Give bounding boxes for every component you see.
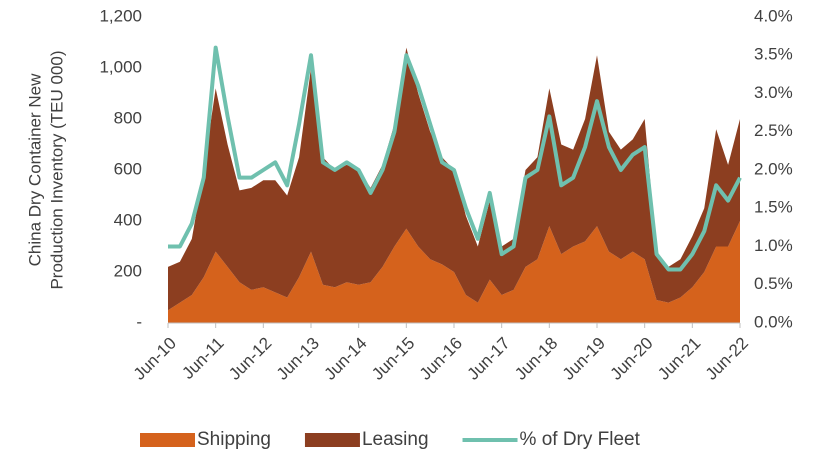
y-axis-title: China Dry Container New: [25, 73, 44, 266]
area: [168, 47, 740, 311]
x-tick-label: Jun-17: [463, 334, 513, 384]
x-tick-label: Jun-22: [702, 334, 752, 384]
y-tick-label: 1,000: [99, 57, 142, 76]
y2-tick-label: 0.5%: [754, 274, 793, 293]
legend-swatch: [304, 433, 360, 447]
y2-tick-label: 1.5%: [754, 198, 793, 217]
y2-tick-label: 4.0%: [754, 6, 793, 25]
y2-tick-label: 2.5%: [754, 121, 793, 140]
y2-tick-label: 2.0%: [754, 159, 793, 178]
x-tick-label: Jun-12: [225, 334, 275, 384]
legend-swatch: [140, 433, 195, 447]
x-tick-label: Jun-21: [654, 334, 704, 384]
x-tick-label: Jun-18: [511, 334, 561, 384]
x-tick-label: Jun-16: [416, 334, 466, 384]
legend-label: Leasing: [362, 429, 429, 450]
y2-tick-label: 3.5%: [754, 45, 793, 64]
y-tick-label: 600: [114, 159, 142, 178]
y-tick-label: 400: [114, 210, 142, 229]
y2-tick-label: 3.0%: [754, 83, 793, 102]
y-tick-label: 200: [114, 261, 142, 280]
y-tick-label: 800: [114, 108, 142, 127]
y2-tick-label: 0.0%: [754, 312, 793, 331]
x-tick-label: Jun-13: [273, 334, 323, 384]
y-axis-title: Production Inventory (TEU 000): [47, 50, 66, 289]
legend-label: Shipping: [197, 429, 271, 450]
y2-tick-label: 1.0%: [754, 236, 793, 255]
x-tick-label: Jun-15: [368, 334, 418, 384]
x-tick-label: Jun-14: [320, 334, 370, 384]
y-tick-label: 1,200: [99, 6, 142, 25]
x-tick-label: Jun-20: [606, 334, 656, 384]
y-tick-label: -: [136, 312, 142, 331]
x-tick-label: Jun-10: [130, 334, 180, 384]
legend-label: % of Dry Fleet: [520, 429, 641, 450]
x-tick-label: Jun-19: [559, 334, 609, 384]
x-tick-label: Jun-11: [178, 334, 227, 383]
line: [168, 45, 742, 272]
